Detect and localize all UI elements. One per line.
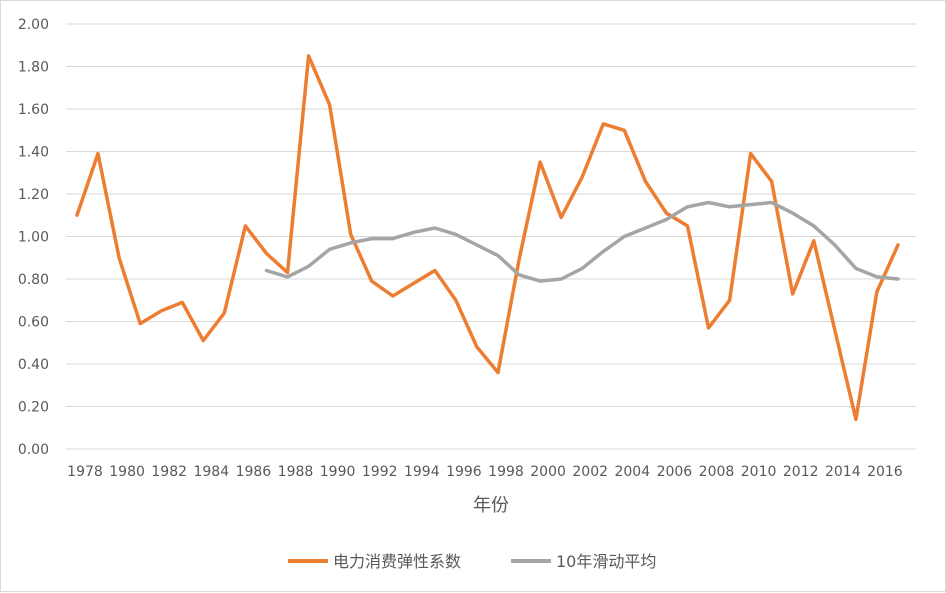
- y-tick-labels: 0.00 0.20 0.40 0.60 0.80 1.00 1.20 1.40 1.60 1.80…: [18, 17, 49, 458]
- y-tick-label: 0.80: [18, 272, 49, 288]
- x-tick-label: 1994: [404, 464, 440, 480]
- x-tick-labels: 1978 1980 1982 1984 1986 1988 1990 1992 1994 1996…: [67, 464, 903, 480]
- y-tick-label: 0.60: [18, 315, 49, 331]
- x-tick-label: 1982: [151, 464, 187, 480]
- legend-label: 电力消费弹性系数: [333, 552, 461, 571]
- series-lines: [75, 54, 900, 422]
- legend: 电力消费弹性系数 10年滑动平均: [288, 552, 656, 571]
- y-tick-label: 0.20: [18, 400, 49, 416]
- x-tick-label: 2008: [699, 464, 735, 480]
- series-line-0: [75, 54, 900, 422]
- x-axis-title: 年份: [473, 495, 509, 516]
- x-tick-label: 2014: [825, 464, 861, 480]
- y-tick-label: 1.40: [18, 145, 49, 161]
- x-tick-label: 1992: [362, 464, 398, 480]
- x-tick-label: 1998: [488, 464, 524, 480]
- x-tick-label: 2006: [657, 464, 693, 480]
- x-tick-label: 1978: [67, 464, 103, 480]
- x-tick-label: 1980: [109, 464, 145, 480]
- y-tick-label: 1.80: [18, 60, 49, 76]
- gridlines: [66, 23, 916, 450]
- x-tick-label: 2016: [867, 464, 903, 480]
- x-tick-label: 1984: [193, 464, 229, 480]
- y-tick-label: 0.00: [18, 442, 49, 458]
- series-line-1: [264, 200, 900, 283]
- y-tick-label: 1.20: [18, 187, 49, 203]
- x-tick-label: 1990: [320, 464, 356, 480]
- x-tick-label: 1986: [236, 464, 272, 480]
- x-tick-label: 2012: [783, 464, 819, 480]
- x-tick-label: 1988: [278, 464, 314, 480]
- legend-label: 10年滑动平均: [556, 552, 656, 571]
- x-tick-label: 2004: [614, 464, 650, 480]
- x-tick-label: 2002: [572, 464, 608, 480]
- y-tick-label: 1.60: [18, 102, 49, 118]
- x-tick-label: 2000: [530, 464, 566, 480]
- x-tick-label: 2010: [741, 464, 777, 480]
- y-tick-label: 2.00: [18, 17, 49, 33]
- x-tick-label: 1996: [446, 464, 482, 480]
- y-tick-label: 0.40: [18, 357, 49, 373]
- y-tick-label: 1.00: [18, 230, 49, 246]
